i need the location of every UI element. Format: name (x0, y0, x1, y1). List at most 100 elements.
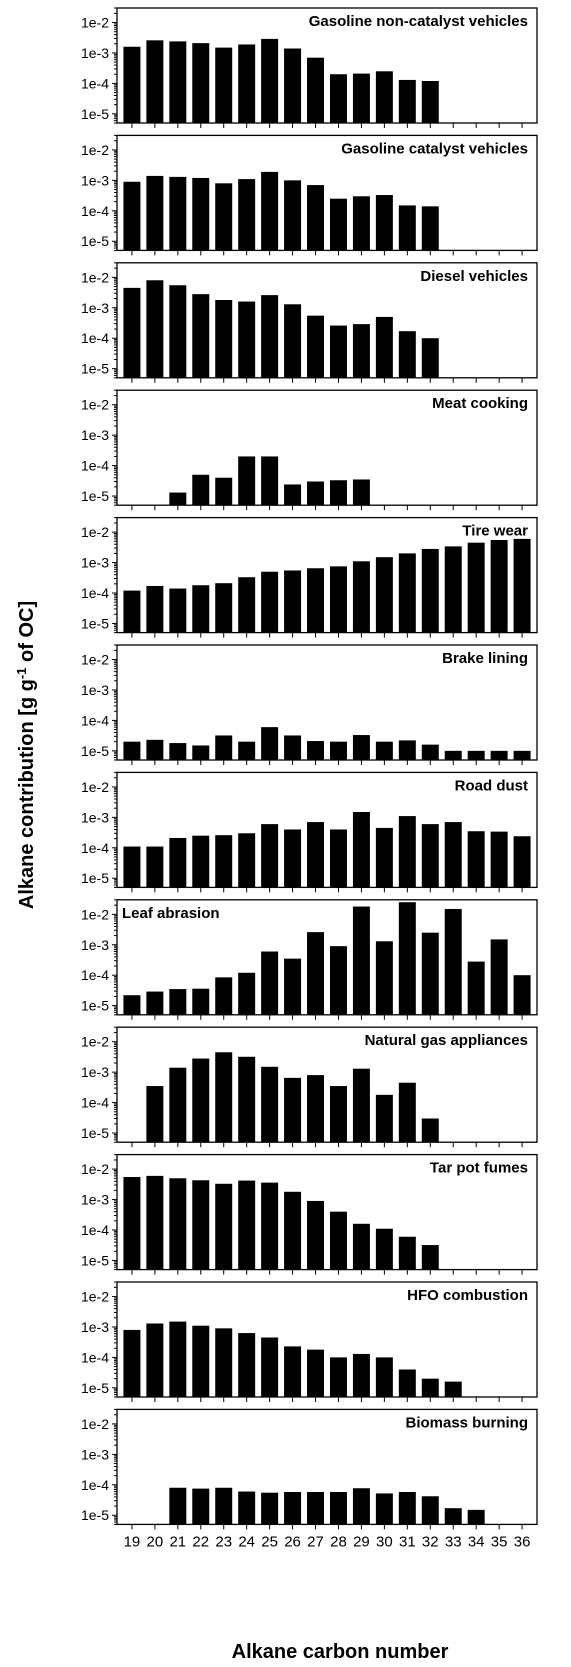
bar-23 (215, 183, 233, 251)
bar-21 (169, 492, 187, 506)
bar-27 (307, 1492, 325, 1525)
bar-26 (284, 570, 302, 633)
y-tick-label: 1e-3 (81, 937, 109, 953)
bar-21 (169, 588, 187, 633)
bar-23 (215, 1052, 233, 1143)
bar-25 (261, 1492, 279, 1525)
bar-30 (375, 1228, 393, 1270)
x-tick-label: 35 (491, 1533, 508, 1550)
bar-24 (238, 1491, 256, 1525)
y-tick-label: 1e-2 (81, 906, 109, 922)
bar-25 (261, 824, 279, 888)
x-tick-label: 23 (215, 1533, 232, 1550)
bar-36 (513, 836, 531, 888)
bar-30 (375, 195, 393, 251)
panel-1: 1e-5 1e-4 1e-3 1e-2 Gasoline catalyst vehicl… (81, 134, 538, 256)
bar-24 (238, 972, 256, 1015)
bar-25 (261, 727, 279, 760)
bar-32 (421, 932, 439, 1015)
x-tick-label: 30 (376, 1533, 393, 1550)
bar-36 (513, 750, 531, 760)
panel-11: 1e-5 1e-4 1e-3 1e-2 Biomass burning 19 20 21 22 2… (81, 1408, 538, 1550)
panel-title: Gasoline non-catalyst vehicles (309, 13, 528, 30)
bar-29 (352, 812, 370, 888)
y-tick-label: 1e-3 (81, 1192, 109, 1208)
bar-20 (146, 1086, 164, 1143)
bar-24 (238, 301, 256, 378)
bar-27 (307, 315, 325, 378)
bar-20 (146, 991, 164, 1015)
bar-24 (238, 833, 256, 888)
y-tick-label: 1e-5 (81, 233, 109, 249)
bar-32 (421, 206, 439, 251)
bar-23 (215, 977, 233, 1015)
bar-23 (215, 735, 233, 760)
panel-9: 1e-5 1e-4 1e-3 1e-2 Tar pot fumes (81, 1153, 538, 1275)
panel-10: 1e-5 1e-4 1e-3 1e-2 HFO combustion (81, 1281, 538, 1402)
bar-34 (467, 961, 485, 1015)
bar-28 (329, 829, 347, 888)
x-tick-label: 25 (261, 1533, 278, 1550)
bar-22 (192, 585, 210, 633)
x-tick-label: 31 (399, 1533, 416, 1550)
bar-26 (284, 48, 302, 124)
bar-21 (169, 285, 187, 378)
bar-26 (284, 1077, 302, 1143)
y-tick-label: 1e-4 (81, 1477, 109, 1493)
x-tick-label: 29 (353, 1533, 370, 1550)
bar-35 (490, 750, 508, 760)
bar-20 (146, 175, 164, 251)
bar-26 (284, 735, 302, 760)
panel-title: Road dust (455, 777, 528, 794)
bar-21 (169, 1178, 187, 1270)
bar-31 (398, 816, 416, 888)
panel-0: 1e-5 1e-4 1e-3 1e-2 Gasoline non-catalyst ve… (81, 7, 538, 128)
x-tick-label: 21 (169, 1533, 186, 1550)
y-tick-label: 1e-5 (81, 106, 109, 122)
bar-35 (490, 540, 508, 633)
bar-21 (169, 1487, 187, 1525)
y-tick-label: 1e-2 (81, 779, 109, 795)
bar-19 (123, 287, 141, 378)
bar-28 (329, 741, 347, 760)
bar-29 (352, 73, 370, 123)
bar-31 (398, 740, 416, 760)
bar-28 (329, 1211, 347, 1270)
y-tick-label: 1e-5 (81, 1507, 109, 1523)
panel-8: 1e-5 1e-4 1e-3 1e-2 Natural gas appliances (81, 1026, 538, 1148)
bar-22 (192, 1325, 210, 1397)
bar-22 (192, 745, 210, 760)
x-tick-label: 28 (330, 1533, 347, 1550)
bar-25 (261, 456, 279, 506)
bar-27 (307, 481, 325, 506)
bar-28 (329, 325, 347, 378)
bar-30 (375, 827, 393, 888)
bar-24 (238, 1180, 256, 1270)
bar-27 (307, 741, 325, 760)
panel-title: Diesel vehicles (420, 268, 528, 285)
y-tick-label: 1e-4 (81, 1095, 109, 1111)
bar-23 (215, 835, 233, 888)
bar-34 (467, 542, 485, 633)
bar-20 (146, 846, 164, 888)
y-tick-label: 1e-4 (81, 75, 109, 91)
bar-21 (169, 41, 187, 123)
bar-26 (284, 958, 302, 1015)
bar-29 (352, 479, 370, 506)
bar-26 (284, 1191, 302, 1270)
bar-29 (352, 1223, 370, 1270)
bar-28 (329, 74, 347, 123)
bar-26 (284, 484, 302, 506)
bar-30 (375, 1493, 393, 1525)
bar-28 (329, 566, 347, 633)
bar-21 (169, 743, 187, 760)
y-tick-label: 1e-3 (81, 1064, 109, 1080)
y-tick-label: 1e-5 (81, 870, 109, 886)
panel-title: Leaf abrasion (122, 905, 220, 922)
bar-30 (375, 1357, 393, 1397)
bar-20 (146, 1175, 164, 1270)
bar-22 (192, 988, 210, 1015)
bar-23 (215, 47, 233, 123)
bar-22 (192, 43, 210, 123)
x-tick-label: 20 (147, 1533, 164, 1550)
